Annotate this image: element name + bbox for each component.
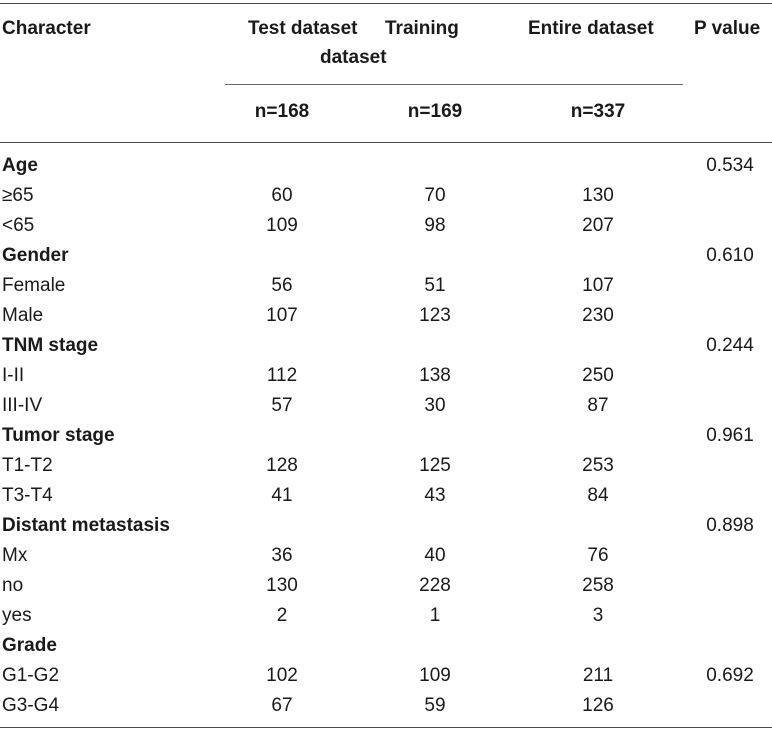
row-label: ≥65 — [2, 185, 34, 206]
cell-test: 41 — [271, 485, 293, 506]
header-subrule — [225, 84, 683, 85]
cell-training: 228 — [419, 575, 451, 596]
cell-p-value: 0.961 — [706, 425, 754, 446]
cell-test: 2 — [276, 605, 288, 626]
cell-test: 112 — [266, 365, 298, 386]
cell-entire: 258 — [582, 575, 614, 596]
row-label: I-II — [2, 365, 25, 386]
header-test-dataset: Test dataset — [248, 18, 358, 39]
row-label: Age — [2, 155, 38, 176]
row-label: G3-G4 — [2, 695, 60, 716]
header-bottom-rule — [0, 142, 772, 143]
cell-entire: 76 — [587, 545, 609, 566]
cell-p-value: 0.244 — [706, 335, 754, 356]
cell-entire: 84 — [587, 485, 609, 506]
cell-test: 60 — [271, 185, 293, 206]
cell-training: 51 — [424, 275, 446, 296]
header-n-entire: n=337 — [570, 101, 626, 122]
row-label: Mx — [2, 545, 28, 566]
cell-entire: 3 — [592, 605, 604, 626]
header-n-training: n=169 — [407, 101, 463, 122]
cell-test: 36 — [271, 545, 293, 566]
row-label: Tumor stage — [2, 425, 115, 446]
cell-entire: 130 — [582, 185, 614, 206]
cell-entire: 207 — [582, 215, 614, 236]
cell-p-value: 0.692 — [706, 665, 754, 686]
cell-training: 125 — [419, 455, 451, 476]
cell-test: 67 — [271, 695, 293, 716]
row-label: T1-T2 — [2, 455, 53, 476]
cell-p-value: 0.898 — [706, 515, 754, 536]
row-label: Grade — [2, 635, 57, 656]
header-character: Character — [2, 18, 91, 39]
cell-test: 57 — [271, 395, 293, 416]
row-label: III-IV — [2, 395, 43, 416]
header-entire-dataset: Entire dataset — [528, 18, 654, 39]
cell-training: 70 — [424, 185, 446, 206]
row-label: G1-G2 — [2, 665, 60, 686]
header-training-line1: Training — [385, 18, 459, 39]
cell-entire: 253 — [582, 455, 614, 476]
cell-test: 109 — [266, 215, 298, 236]
table-bottom-rule — [0, 727, 772, 728]
header-p-value: P value — [694, 18, 761, 39]
row-label: no — [2, 575, 24, 596]
cell-entire: 211 — [582, 665, 614, 686]
cell-test: 56 — [271, 275, 293, 296]
cell-training: 98 — [424, 215, 446, 236]
row-label: <65 — [2, 215, 35, 236]
cell-training: 109 — [419, 665, 451, 686]
row-label: Distant metastasis — [2, 515, 170, 536]
cell-training: 123 — [419, 305, 451, 326]
cell-entire: 107 — [582, 275, 614, 296]
cell-training: 59 — [424, 695, 446, 716]
header-n-test: n=168 — [254, 101, 310, 122]
cell-entire: 126 — [582, 695, 614, 716]
cell-training: 138 — [419, 365, 451, 386]
cell-test: 128 — [266, 455, 298, 476]
row-label: yes — [2, 605, 32, 626]
cell-training: 30 — [424, 395, 446, 416]
cell-training: 40 — [424, 545, 446, 566]
row-label: Male — [2, 305, 44, 326]
row-label: Gender — [2, 245, 69, 266]
cell-test: 102 — [266, 665, 298, 686]
cell-entire: 250 — [582, 365, 614, 386]
cell-p-value: 0.610 — [706, 245, 754, 266]
cell-training: 43 — [424, 485, 446, 506]
row-label: T3-T4 — [2, 485, 53, 506]
header-training-line2: dataset — [320, 47, 387, 68]
cell-test: 130 — [266, 575, 298, 596]
cell-entire: 87 — [587, 395, 609, 416]
row-label: Female — [2, 275, 66, 296]
table-top-rule — [0, 3, 772, 4]
cell-training: 1 — [429, 605, 441, 626]
cell-entire: 230 — [582, 305, 614, 326]
row-label: TNM stage — [2, 335, 99, 356]
cell-p-value: 0.534 — [706, 155, 754, 176]
cell-test: 107 — [266, 305, 298, 326]
